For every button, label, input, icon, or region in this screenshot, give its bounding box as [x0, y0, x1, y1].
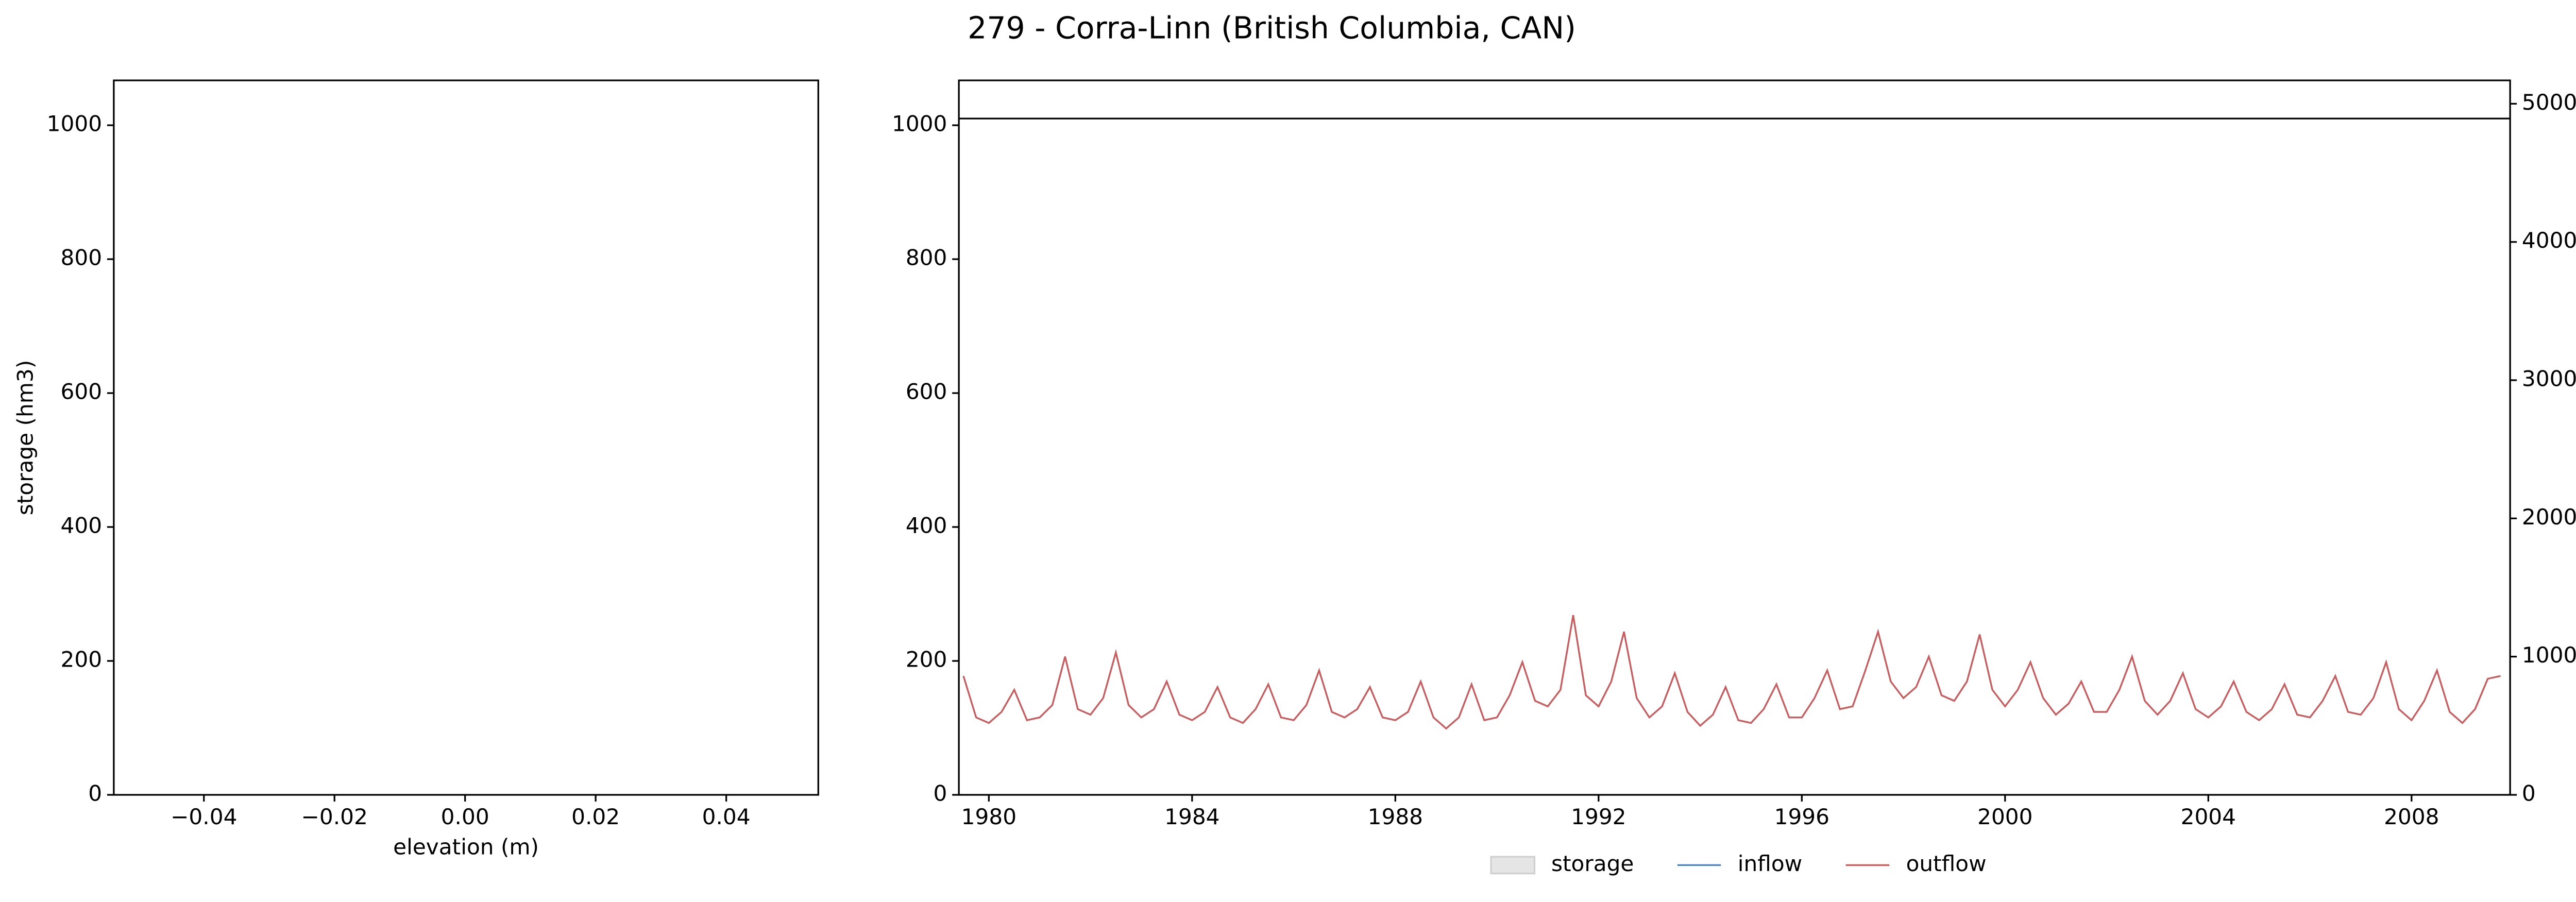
y-tick-label: 1000 [892, 111, 947, 137]
y-tick-label: 0 [88, 780, 102, 806]
y-tick-label: 400 [906, 513, 947, 538]
y-tick-label: 1000 [47, 111, 102, 137]
y-tick-label: 0 [934, 780, 947, 806]
y-axis-label: storage (hm3) [12, 360, 38, 515]
x-tick-label: 2000 [1977, 804, 2032, 829]
y2-tick-label: 2000 [2522, 504, 2576, 530]
chart-title: 279 - Corra-Linn (British Columbia, CAN) [968, 11, 1576, 46]
x-tick-label: 0.02 [571, 804, 620, 829]
legend-patch [1490, 856, 1536, 875]
x-axis-label: elevation (m) [393, 834, 539, 859]
x-tick-label: 1984 [1164, 804, 1219, 829]
y-tick-label: 800 [906, 245, 947, 270]
x-tick-label: −0.02 [301, 804, 368, 829]
x-tick-label: 2008 [2384, 804, 2439, 829]
axes-frame [113, 79, 819, 796]
y2-tick-label: 1000 [2522, 642, 2576, 668]
y-tick-label: 800 [61, 245, 103, 270]
x-tick-label: 1980 [961, 804, 1016, 829]
y-tick-label: 200 [61, 647, 103, 672]
y-tick-label: 200 [906, 647, 947, 672]
y2-tick-label: 5000 [2522, 90, 2576, 115]
x-tick-label: 1992 [1571, 804, 1626, 829]
legend-label: storage [1551, 851, 1634, 876]
axes-frame [958, 79, 2511, 796]
x-tick-label: 2004 [2181, 804, 2236, 829]
y-tick-label: 400 [61, 513, 103, 538]
x-tick-label: −0.04 [171, 804, 237, 829]
legend-label: outflow [1906, 851, 1987, 876]
series-line [962, 615, 2501, 730]
legend-label: inflow [1738, 851, 1802, 876]
y-tick-label: 600 [906, 379, 947, 404]
x-tick-label: 0.00 [441, 804, 489, 829]
y-tick-label: 600 [61, 379, 103, 404]
y2-tick-label: 0 [2522, 780, 2536, 806]
y2-tick-label: 4000 [2522, 228, 2576, 253]
x-tick-label: 1988 [1368, 804, 1423, 829]
x-tick-label: 1996 [1774, 804, 1829, 829]
x-tick-label: 0.04 [702, 804, 751, 829]
y2-tick-label: 3000 [2522, 366, 2576, 392]
